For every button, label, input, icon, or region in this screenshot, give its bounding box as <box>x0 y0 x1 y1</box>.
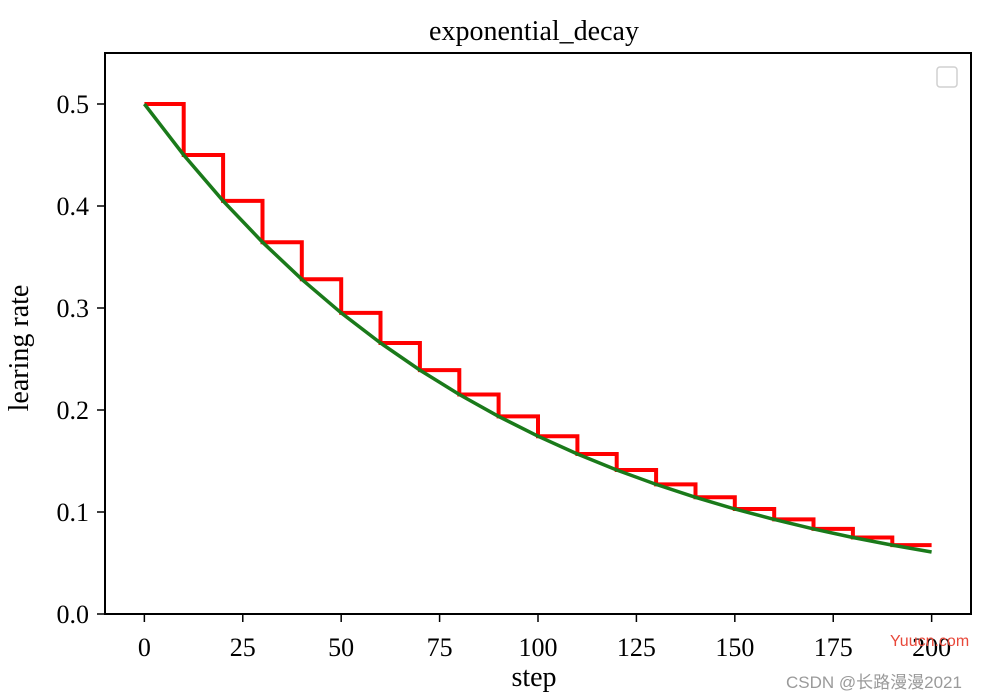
y-axis-label: learing rate <box>4 285 35 412</box>
x-tick-label: 0 <box>138 633 151 662</box>
x-tick-label: 75 <box>427 633 453 662</box>
legend-box <box>936 66 958 88</box>
x-tick-label: 125 <box>617 633 656 662</box>
x-axis-label: step <box>511 662 556 693</box>
series-layer <box>143 102 932 554</box>
smooth-decay-line <box>143 102 932 554</box>
x-tick-label: 175 <box>814 633 853 662</box>
x-axis: 0 25 50 75 100 125 150 175 200 <box>138 614 951 662</box>
y-tick-label: 0.0 <box>57 600 90 629</box>
y-axis: 0.0 0.1 0.2 0.3 0.4 0.5 <box>57 90 105 629</box>
x-tick-label: 150 <box>715 633 754 662</box>
x-tick-label: 200 <box>912 633 951 662</box>
chart-title: exponential_decay <box>429 16 639 47</box>
y-tick-label: 0.2 <box>57 396 90 425</box>
staircase-decay-line <box>144 102 932 548</box>
x-tick-label: 25 <box>230 633 256 662</box>
x-tick-label: 100 <box>519 633 558 662</box>
watermark-csdn: CSDN @长路漫漫2021 <box>786 673 962 692</box>
x-tick-label: 50 <box>328 633 354 662</box>
watermark-yuucn: Yuucn.com <box>890 633 970 650</box>
y-tick-label: 0.4 <box>57 192 90 221</box>
y-tick-label: 0.1 <box>57 498 90 527</box>
y-tick-label: 0.3 <box>57 294 90 323</box>
y-tick-label: 0.5 <box>57 90 90 119</box>
